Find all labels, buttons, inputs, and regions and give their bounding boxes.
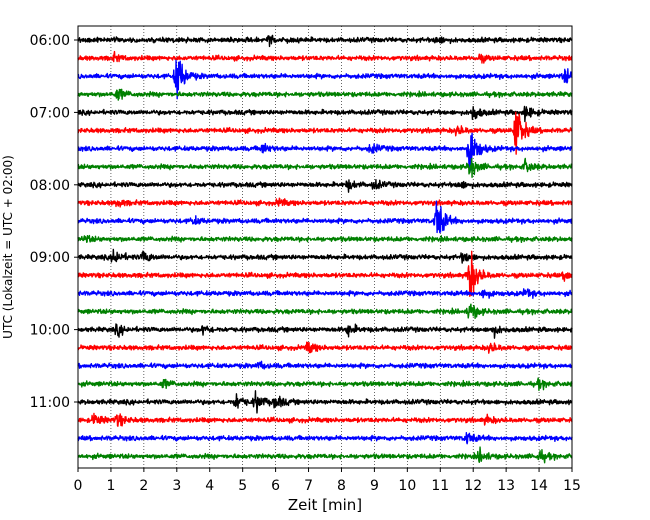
y-tick-label: 07:00 (30, 105, 70, 121)
x-tick-label: 1 (106, 478, 115, 494)
x-tick-label: 8 (337, 478, 346, 494)
x-axis-label: Zeit [min] (288, 496, 362, 514)
trace-0845 (77, 234, 573, 244)
x-tick-label: 6 (271, 478, 280, 494)
x-axis-ticks: 0 1 2 3 4 5 6 7 8 9 10 11 12 13 14 15 (74, 468, 581, 494)
trace-0615 (77, 50, 573, 64)
trace-1045 (77, 377, 573, 392)
y-tick-label: 10:00 (30, 323, 70, 339)
trace-0600 (77, 34, 573, 48)
seismic-traces (77, 34, 573, 464)
trace-0815 (77, 197, 573, 208)
trace-0645 (77, 88, 573, 101)
trace-0700 (77, 105, 573, 123)
trace-0900 (77, 248, 573, 264)
trace-1015 (77, 341, 573, 354)
x-tick-label: 2 (139, 478, 148, 494)
x-tick-label: 4 (205, 478, 214, 494)
x-tick-label: 7 (304, 478, 313, 494)
trace-1130 (77, 431, 573, 445)
x-tick-label: 12 (464, 478, 482, 494)
trace-0945 (77, 303, 573, 320)
x-tick-label: 13 (497, 478, 515, 494)
y-axis-label: UTC (Lokalzeit = UTC + 02:00) (1, 155, 15, 339)
y-axis-ticks: 06:00 07:00 08:00 09:00 10:00 11:00 (30, 33, 78, 411)
x-tick-label: 9 (370, 478, 379, 494)
x-tick-label: 0 (74, 478, 83, 494)
plot-frame (77, 25, 573, 469)
trace-0830 (77, 200, 573, 234)
trace-1030 (77, 360, 573, 370)
y-tick-label: 11:00 (30, 395, 70, 411)
y-tick-label: 08:00 (30, 178, 70, 194)
x-tick-label: 15 (563, 478, 581, 494)
trace-1000 (77, 323, 573, 339)
y-tick-label: 06:00 (30, 33, 70, 49)
trace-1115 (77, 412, 573, 427)
x-tick-label: 5 (238, 478, 247, 494)
x-tick-label: 3 (172, 478, 181, 494)
x-tick-label: 11 (431, 478, 449, 494)
trace-0745 (77, 157, 573, 178)
trace-0915 (77, 250, 573, 297)
trace-0730 (77, 132, 573, 171)
trace-0800 (77, 179, 573, 193)
trace-0715 (77, 111, 573, 155)
x-tick-label: 14 (530, 478, 548, 494)
trace-1100 (77, 390, 573, 414)
trace-0630 (77, 59, 573, 100)
trace-1145 (77, 446, 573, 464)
y-tick-label: 09:00 (30, 250, 70, 266)
trace-0930 (77, 288, 573, 299)
x-tick-label: 10 (398, 478, 416, 494)
